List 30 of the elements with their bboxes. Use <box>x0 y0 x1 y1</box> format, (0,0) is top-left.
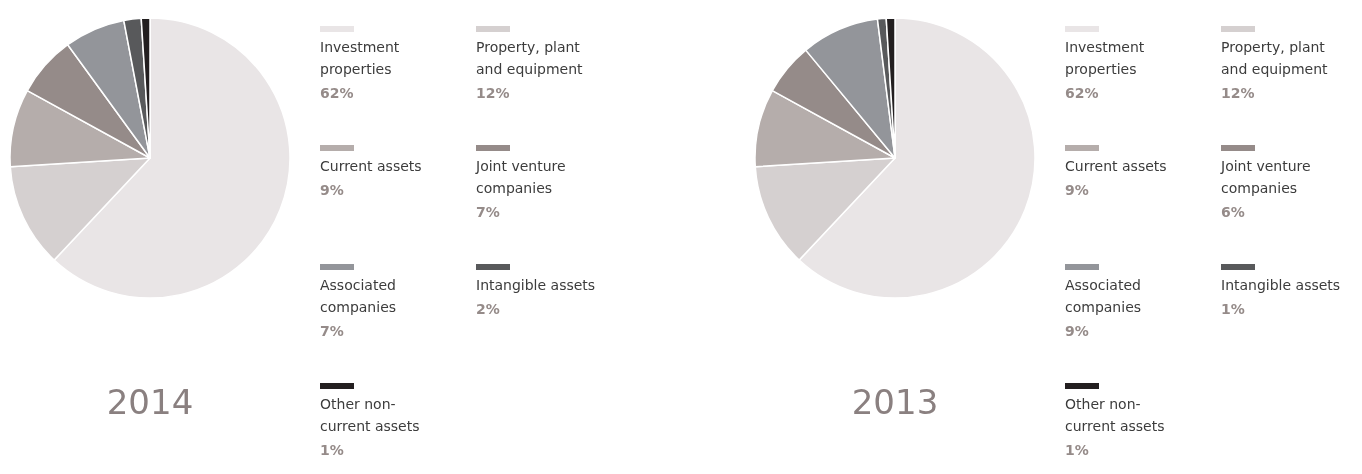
legend-label: Associated companies <box>320 276 398 317</box>
data-label: 7% <box>320 322 345 341</box>
legend-label: Current assets <box>320 157 423 176</box>
data-label: 1% <box>1065 441 1090 460</box>
legend-label: Associated companies <box>1065 276 1143 317</box>
data-label: 1% <box>1221 300 1246 319</box>
data-label: 6% <box>1221 203 1246 222</box>
legend-label: Property, plant and equipment <box>476 38 584 79</box>
data-label: 12% <box>1221 84 1256 103</box>
legend-label: Investment properties <box>1065 38 1146 79</box>
legend-label: Intangible assets <box>476 276 597 295</box>
data-label: 62% <box>320 84 355 103</box>
data-label: 62% <box>1065 84 1100 103</box>
data-label: 9% <box>1065 181 1090 200</box>
data-label: 12% <box>476 84 511 103</box>
legend-label: Current assets <box>1065 157 1168 176</box>
text: 2013 <box>851 382 939 422</box>
legend-label: Other non-current assets <box>1065 395 1166 436</box>
data-label: 7% <box>476 203 501 222</box>
legend-label: Joint venture companies <box>476 157 567 198</box>
legend-label: Other non-current assets <box>320 395 421 436</box>
data-label: 2% <box>476 300 501 319</box>
legend-label: Intangible assets <box>1221 276 1342 295</box>
text: 2014 <box>106 382 194 422</box>
data-label: 9% <box>320 181 345 200</box>
legend-label: Joint venture companies <box>1221 157 1312 198</box>
legend-label: Property, plant and equipment <box>1221 38 1329 79</box>
legend-label: Investment properties <box>320 38 401 79</box>
data-label: 9% <box>1065 322 1090 341</box>
data-label: 1% <box>320 441 345 460</box>
